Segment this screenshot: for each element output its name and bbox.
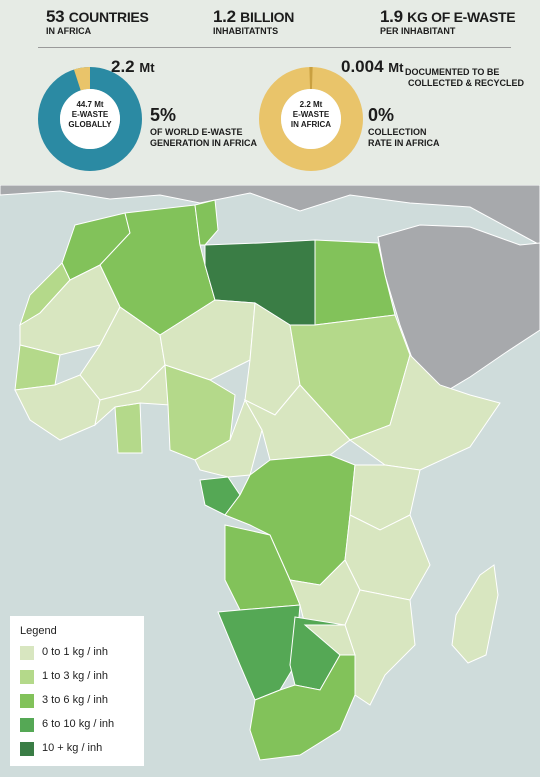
legend-item: 1 to 3 kg / inh: [20, 668, 140, 686]
legend-label: 1 to 3 kg / inh: [42, 670, 109, 682]
donut-global-center-line1: 44.7 Mt: [76, 100, 104, 109]
donut-africa-percent: 0%: [368, 105, 395, 125]
map-legend: Legend 0 to 1 kg / inh 1 to 3 kg / inh 3…: [10, 616, 144, 766]
stat-countries-value: 53: [46, 7, 65, 26]
legend-swatch: [20, 742, 34, 756]
legend-swatch: [20, 670, 34, 684]
donut-global-slice-value: 2.2 Mt: [111, 57, 155, 76]
country-burkina-area: [94, 363, 171, 427]
donut-africa-percent-label: COLLECTION RATE IN AFRICA: [368, 127, 440, 148]
stat-inhabitants-value: 1.2: [213, 7, 236, 26]
stat-per-inhabitant-value: 1.9: [380, 7, 403, 26]
header-divider: [38, 47, 511, 48]
stat-per-inhabitant-label: PER INHABITANT: [380, 26, 456, 36]
donut-africa-slice-value: 0.004 Mt: [341, 57, 404, 76]
country-egypt: [314, 239, 396, 326]
legend-label: 0 to 1 kg / inh: [42, 646, 109, 658]
donut-africa-hole: [281, 89, 341, 149]
legend-item: 6 to 10 kg / inh: [20, 716, 140, 734]
madagascar: [451, 564, 499, 664]
donut-africa-chart: [259, 67, 363, 171]
legend-label: 3 to 6 kg / inh: [42, 694, 109, 706]
legend-label: 6 to 10 kg / inh: [42, 718, 115, 730]
donut-global-center: 44.7 Mt E-WASTE GLOBALLY: [60, 100, 120, 130]
donut-africa-center-line2: E-WASTE: [292, 110, 330, 119]
legend-swatch: [20, 694, 34, 708]
legend-swatch: [20, 646, 34, 660]
country-south-africa: [249, 654, 356, 761]
stat-countries: 53 COUNTRIES IN AFRICA: [46, 8, 149, 37]
donut-global-center-line3: GLOBALLY: [68, 120, 112, 129]
donut-global-slice: [73, 67, 91, 91]
country-namibia: [217, 604, 301, 701]
country-car: [243, 384, 351, 461]
stat-countries-unit: COUNTRIES: [68, 9, 149, 25]
stat-inhabitants: 1.2 BILLION INHABITATNTS: [213, 8, 294, 37]
legend-label: 10 + kg / inh: [42, 742, 103, 754]
country-ethiopia: [348, 354, 501, 471]
africa-e-waste-map: [0, 185, 540, 777]
donut-global-chart: [38, 67, 142, 171]
country-tunisia: [194, 199, 219, 246]
legend-title: Legend: [20, 625, 57, 637]
legend-item: 0 to 1 kg / inh: [20, 644, 140, 662]
stat-per-inhabitant-unit: KG OF E-WASTE: [407, 9, 516, 25]
infographic-header: 53 COUNTRIES IN AFRICA 1.2 BILLION INHAB…: [0, 0, 540, 182]
donut-global-center-line2: E-WASTE: [71, 110, 109, 119]
europe-landmass: [0, 185, 540, 246]
donut-africa-center-line3: IN AFRICA: [290, 120, 332, 129]
country-ghana: [114, 402, 143, 454]
legend-swatch: [20, 718, 34, 732]
donut-global-hole: [60, 89, 120, 149]
stat-countries-label: IN AFRICA: [46, 26, 92, 36]
legend-item: 3 to 6 kg / inh: [20, 692, 140, 710]
donut-global-percent: 5%: [150, 105, 177, 125]
donut-global-percent-label: OF WORLD E-WASTE GENERATION IN AFRICA: [150, 127, 257, 148]
donut-africa-center: 2.2 Mt E-WASTE IN AFRICA: [281, 100, 341, 130]
arabian-peninsula: [377, 224, 540, 396]
donut-africa-slice-label: DOCUMENTED TO BE COLLECTED & RECYCLED: [405, 67, 525, 88]
legend-item: 10 + kg / inh: [20, 740, 140, 758]
stat-per-inhabitant: 1.9 KG OF E-WASTE PER INHABITANT: [380, 7, 516, 37]
stat-inhabitants-label: INHABITATNTS: [213, 26, 279, 36]
donut-africa-center-line1: 2.2 Mt: [299, 100, 323, 109]
stat-inhabitants-unit: BILLION: [240, 9, 295, 25]
